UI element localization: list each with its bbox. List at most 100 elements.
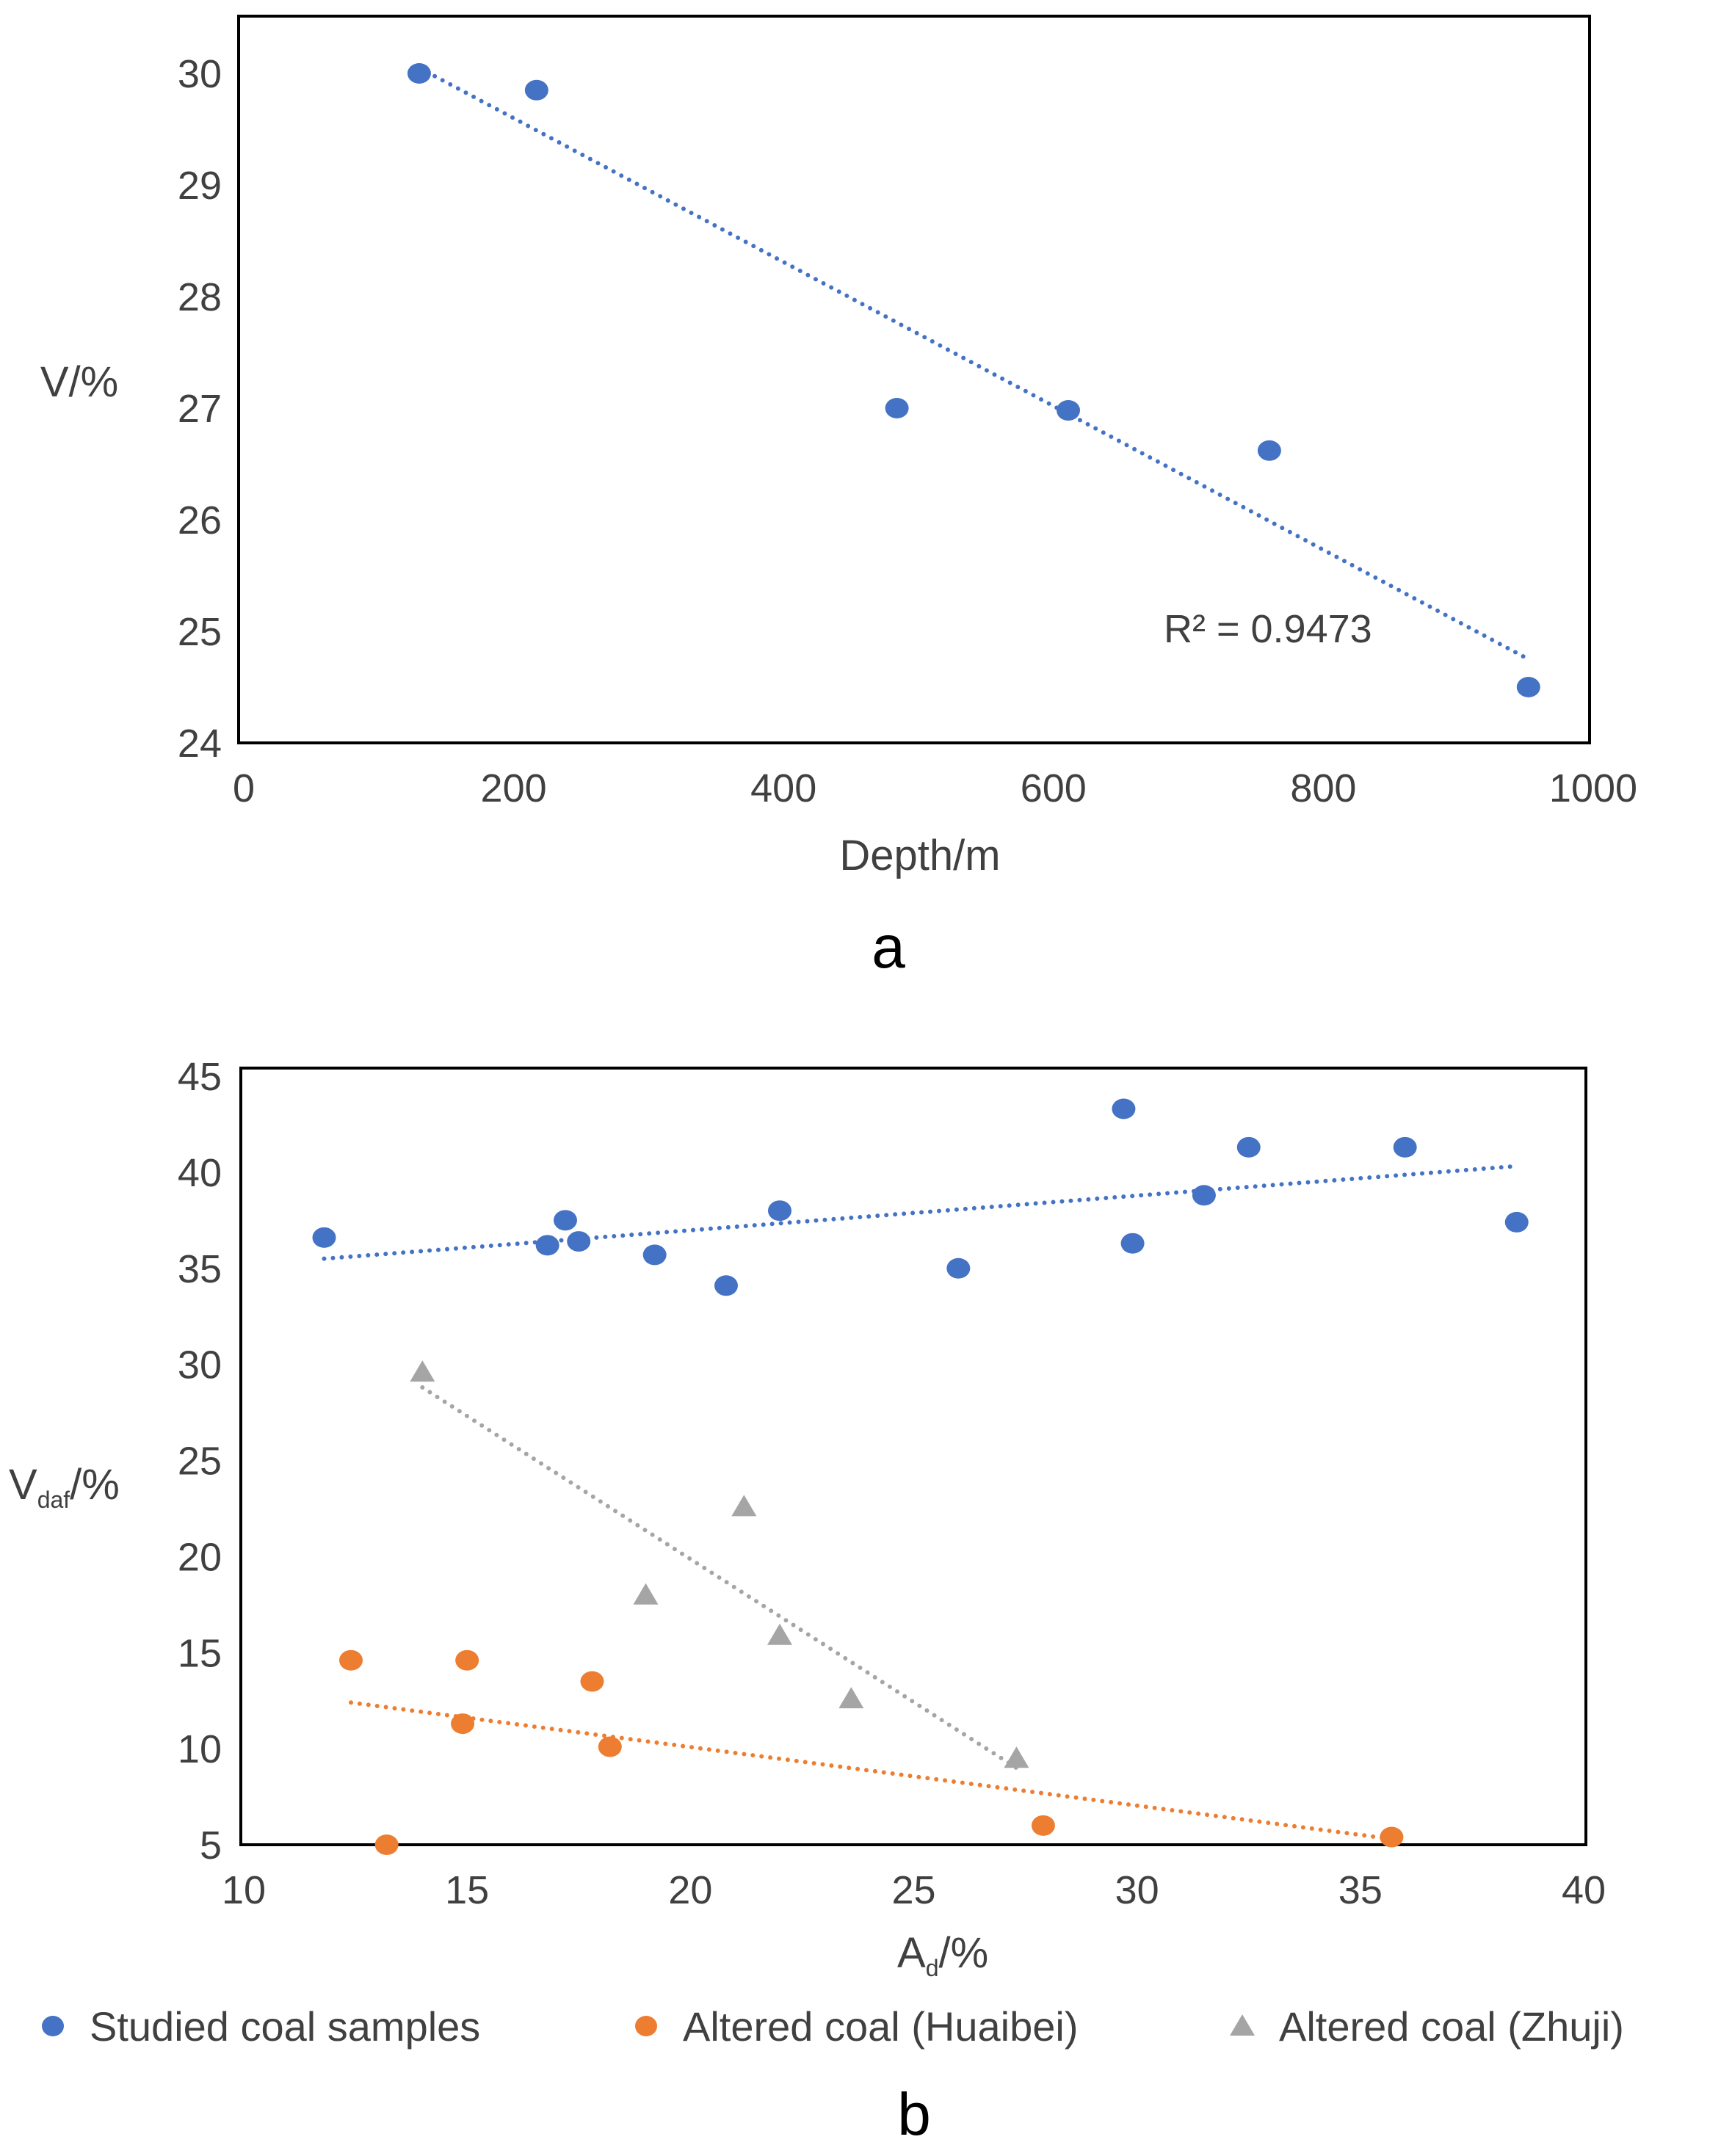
chart-b-plot-frame [239,1067,1587,1846]
data-point [946,1257,971,1279]
chart-a-x-tick-labels: 0 200 400 600 800 1000 [233,766,1637,810]
y-tick-label: 28 [178,275,222,319]
x-tick-label: 25 [891,1868,935,1912]
x-title-main: A [897,1929,926,1977]
legend-label: Altered coal (Huaibei) [683,2003,1078,2050]
chart-a: 24 25 26 27 28 29 30 0 200 400 600 800 1000 V/% Dep… [40,15,1637,981]
data-point [524,79,548,101]
data-point [633,1583,659,1605]
chart-b-x-tick-labels: 10 15 20 25 30 35 40 [222,1868,1606,1912]
chart-b-legend: Studied coal samples Altered coal (Huaibe… [42,2003,1624,2050]
x-title-sub: d [926,1955,939,1981]
trendline-v [416,65,1531,661]
legend-marker [1230,2014,1255,2036]
chart-b-trendlines [322,1164,1515,1842]
data-point [885,398,909,418]
y-tick-label: 25 [178,610,222,654]
data-point [339,1649,363,1671]
data-point [1516,677,1540,697]
x-tick-label: 20 [668,1868,712,1912]
y-tick-label: 5 [200,1823,222,1868]
panel-label-b: b [897,2081,931,2148]
x-tick-label: 30 [1115,1868,1159,1912]
legend-label: Altered coal (Zhuji) [1279,2003,1624,2050]
r-squared-annotation: R² = 0.9473 [1164,607,1372,651]
y-tick-label: 26 [178,498,222,542]
y-tick-label: 35 [178,1247,222,1291]
data-point [554,1210,577,1231]
data-point [1112,1098,1136,1119]
y-tick-label: 40 [178,1151,222,1195]
data-point [767,1623,792,1645]
data-point [1257,440,1281,461]
y-tick-label: 24 [178,722,222,766]
x-tick-label: 35 [1338,1868,1383,1912]
chart-a-plot-frame [237,15,1591,744]
legend-marker [635,2016,657,2036]
data-point [374,1834,399,1855]
data-point [455,1649,479,1671]
data-point [410,1360,435,1382]
x-tick-label: 600 [1021,766,1087,810]
data-point [1031,1815,1055,1836]
y-title-main: V [9,1461,37,1509]
data-point [1380,1826,1404,1848]
x-tick-label: 40 [1562,1868,1606,1912]
data-point [642,1244,667,1266]
data-point [838,1687,864,1709]
chart-a-x-axis-title: Depth/m [839,832,1000,879]
data-point [451,1713,475,1735]
y-tick-label: 29 [178,164,222,208]
x-tick-label: 15 [445,1868,489,1912]
chart-a-y-tick-labels: 24 25 26 27 28 29 30 [178,52,222,766]
data-point [598,1736,622,1757]
x-tick-label: 200 [481,766,547,810]
chart-b-x-axis-title: Ad/% [897,1929,988,1981]
y-tick-label: 15 [178,1631,222,1675]
data-point [1504,1211,1529,1233]
data-point [580,1671,604,1692]
data-point [1057,400,1081,421]
y-tick-label: 25 [178,1440,222,1484]
trendline-altered-coal-huaibei- [349,1700,1394,1842]
x-tick-label: 1000 [1549,766,1637,810]
data-point [567,1231,591,1252]
data-point [1393,1136,1417,1158]
y-tick-label: 20 [178,1535,222,1579]
x-tick-label: 400 [750,766,816,810]
chart-b-y-tick-labels: 5 10 15 20 25 30 35 40 45 [178,1055,222,1868]
data-point [407,63,431,84]
chart-b-points [312,1098,1529,1855]
trendline-altered-coal-zhuji- [420,1385,1019,1771]
data-point [1004,1746,1029,1768]
x-title-rest: /% [938,1929,988,1977]
data-point [1192,1185,1216,1206]
chart-a-y-axis-title: V/% [40,358,118,406]
y-title-sub: daf [37,1487,70,1513]
legend-label: Studied coal samples [90,2003,480,2050]
trendline-studied-coal-samples [322,1164,1515,1261]
y-tick-label: 10 [178,1727,222,1771]
data-point [714,1275,738,1296]
x-tick-label: 800 [1290,766,1356,810]
y-tick-label: 30 [178,1343,222,1387]
data-point [768,1200,791,1222]
y-tick-label: 45 [178,1055,222,1099]
data-point [535,1235,559,1256]
y-tick-label: 30 [178,52,222,96]
x-tick-label: 10 [222,1868,266,1912]
y-title-rest: /% [70,1461,120,1509]
chart-a-trendlines [416,65,1531,661]
chart-a-points [407,63,1540,697]
x-tick-label: 0 [233,766,255,810]
panel-label-a: a [872,914,905,981]
data-point [1120,1233,1145,1254]
chart-b-y-axis-title: Vdaf/% [9,1461,120,1513]
y-tick-label: 27 [178,387,222,431]
data-point [1236,1136,1261,1158]
data-point [731,1495,757,1517]
legend-marker [42,2016,64,2036]
data-point [312,1227,336,1248]
